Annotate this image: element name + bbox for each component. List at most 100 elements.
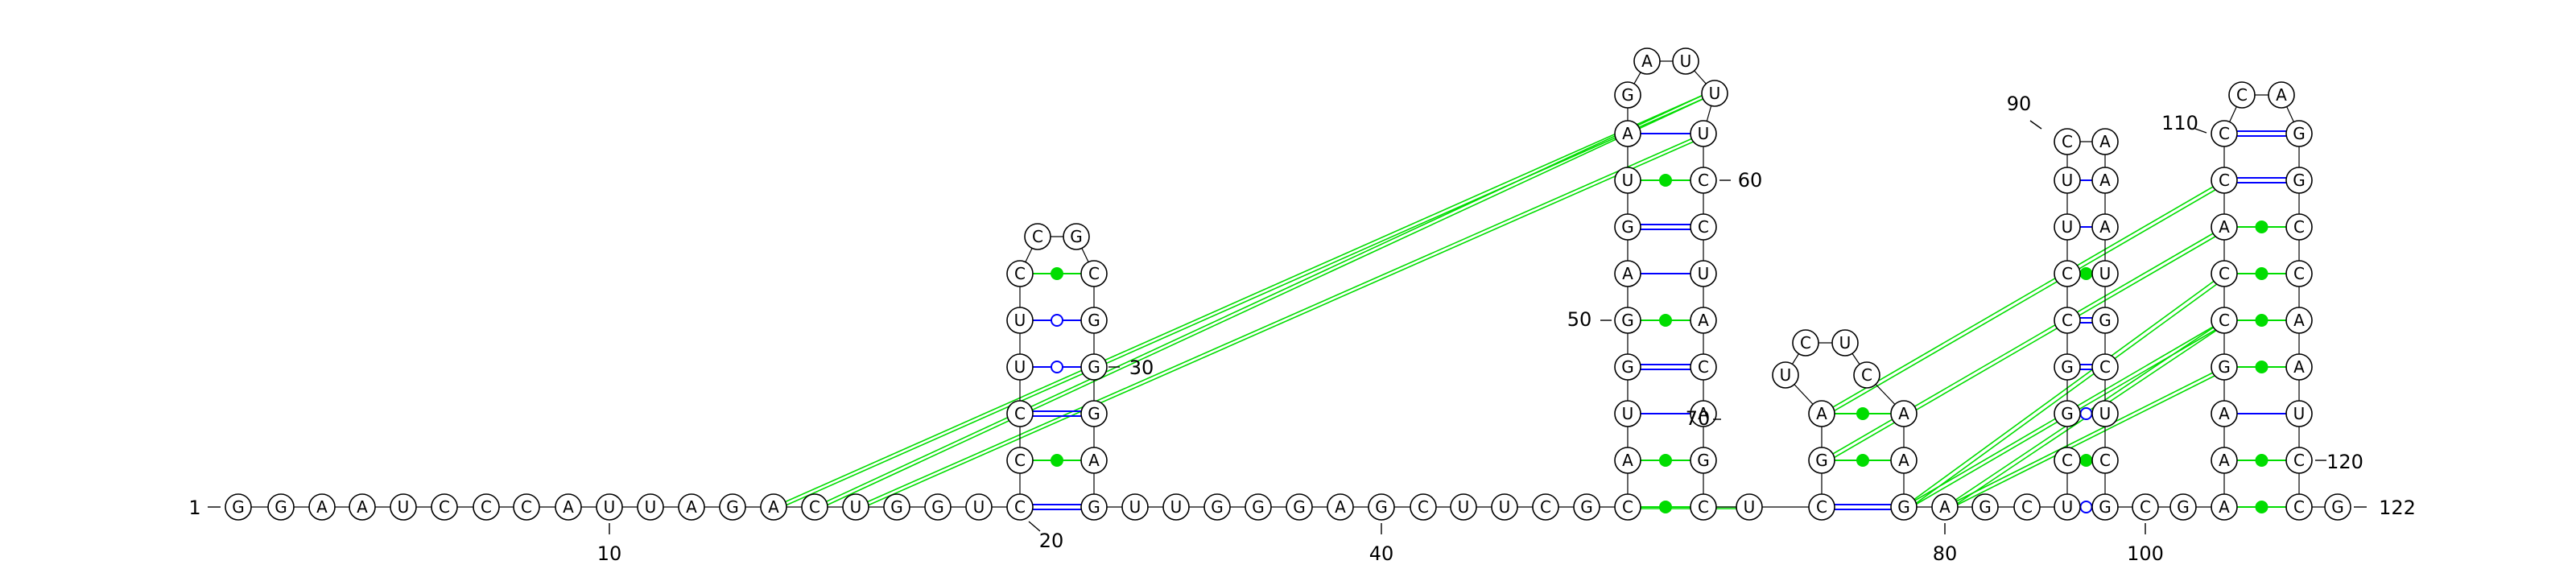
nucleotide-circle	[1614, 167, 1641, 194]
nucleotide-circle	[1327, 493, 1354, 521]
nucleotide: C	[2054, 307, 2081, 334]
nucleotide: C	[1006, 400, 1034, 427]
nucleotide: G	[924, 493, 952, 521]
nucleotide-circle	[1491, 493, 1518, 521]
nucleotide-letter: C	[1014, 264, 1026, 283]
nucleotide: U	[2091, 400, 2119, 427]
nucleotide: G	[2324, 493, 2351, 521]
nucleotide-circle	[2285, 447, 2313, 474]
nucleotide: C	[2013, 493, 2041, 521]
number-tick	[2029, 120, 2042, 130]
nucleotide-circle	[1080, 260, 1108, 287]
numbering-layer: 1 122 10 20 30 40 50 60 70 80 90 100 110 120	[188, 93, 2416, 565]
nucleotide-circle	[1690, 167, 1717, 194]
nucleotide-circle	[1890, 447, 1918, 474]
non-canonical-pair-marker	[2079, 454, 2093, 467]
nucleotide: A	[349, 493, 376, 521]
nucleotide-circle	[1006, 400, 1034, 427]
nucleotide: C	[2211, 120, 2238, 147]
nucleotide: A	[678, 493, 705, 521]
nucleotide: C	[2211, 260, 2238, 287]
nucleotide: C	[1792, 329, 1819, 357]
nucleotide-letter: A	[1335, 497, 1346, 517]
nucleotide: C	[1080, 260, 1108, 287]
nucleotide-circle	[1573, 493, 1600, 521]
nucleotide-letter: U	[1014, 357, 1026, 377]
nucleotide-letter: G	[1070, 227, 1083, 246]
nucleotide-circle	[1614, 400, 1641, 427]
nucleotide-circle	[719, 493, 746, 521]
nucleotide-circle	[1080, 353, 1108, 381]
nucleotide-circle	[883, 493, 910, 521]
nucleotide-letter: A	[1088, 451, 1100, 470]
nucleotide-circle	[2285, 307, 2313, 334]
nucleotide-letter: U	[2293, 404, 2306, 423]
nucleotide: G	[1614, 307, 1641, 334]
nucleotide-letter: C	[2236, 85, 2248, 105]
nucleotide-letter: C	[1032, 227, 1043, 246]
nucleotide-circle	[1701, 80, 1728, 107]
nucleotide-letter: C	[1088, 264, 1100, 283]
nucleotide-letter: C	[2021, 497, 2033, 517]
nucleotide-letter: U	[2099, 264, 2112, 283]
nucleotide-letter: U	[2062, 497, 2074, 517]
nucleotide-letter: A	[2099, 171, 2111, 190]
nucleotide-circle	[2054, 353, 2081, 381]
nucleotide: C	[1006, 260, 1034, 287]
nucleotide-circle	[2285, 353, 2313, 381]
tertiary-interaction-line	[1826, 228, 2230, 463]
nucleotide: C	[2054, 128, 2081, 155]
nucleotide: G	[1080, 493, 1108, 521]
nucleotide-circle	[2091, 213, 2119, 241]
nucleotide: C	[2091, 447, 2119, 474]
nucleotide: C	[1006, 447, 1034, 474]
nucleotide-circle	[473, 493, 500, 521]
nucleotide-letter: U	[1698, 264, 1710, 283]
nucleotide-circle	[1931, 493, 1959, 521]
nucleotide-circle	[1853, 361, 1880, 389]
nucleotide-letter: A	[1816, 404, 1827, 423]
position-number-label: 100	[2127, 542, 2164, 565]
nucleotide-circle	[2211, 120, 2238, 147]
nucleotide-letter: U	[645, 497, 657, 517]
nucleotide-circle	[2054, 400, 2081, 427]
non-canonical-pair-marker	[2255, 314, 2268, 327]
nucleotide: U	[1006, 353, 1034, 381]
non-canonical-pair-marker	[1659, 174, 1672, 187]
position-number-label: 30	[1129, 357, 1154, 379]
nucleotide: G	[1808, 447, 1835, 474]
nucleotide-letter: A	[357, 497, 368, 517]
nucleotide-letter: C	[2219, 124, 2230, 143]
nucleotide-circle	[1792, 329, 1819, 357]
nucleotide-circle	[1808, 447, 1835, 474]
tertiary-interaction-line	[1821, 226, 2225, 461]
nucleotide-circle	[1006, 307, 1034, 334]
nucleotide-letter: U	[1129, 497, 1141, 517]
nucleotide: U	[842, 493, 869, 521]
nucleotide-circle	[1245, 493, 1272, 521]
non-canonical-pair-marker	[1856, 407, 1869, 420]
nucleotide-circle	[308, 493, 336, 521]
nucleotide-circle	[1690, 400, 1717, 427]
nucleotide: A	[2211, 447, 2238, 474]
non-canonical-pair-marker	[1051, 454, 1063, 467]
nucleotide: A	[1931, 493, 1959, 521]
nucleotide-circle	[1614, 353, 1641, 381]
nucleotide-letter: U	[1622, 171, 1634, 190]
nucleotide-circle	[1808, 400, 1835, 427]
nucleotide-circle	[1614, 81, 1641, 109]
nucleotide: G	[2091, 493, 2119, 521]
nucleotide-circle	[678, 493, 705, 521]
position-number-label: 20	[1039, 530, 1064, 552]
nucleotide: A	[1890, 447, 1918, 474]
nucleotide-circle	[1080, 493, 1108, 521]
nucleotide-letter: G	[2061, 404, 2074, 423]
nucleotide-circle	[1633, 47, 1661, 75]
nucleotide-circle	[1672, 47, 1699, 75]
nucleotide: A	[2091, 213, 2119, 241]
nucleotide: G	[1080, 307, 1108, 334]
tertiary-interactions-layer	[773, 94, 2230, 509]
nucleotide: G	[2285, 167, 2313, 194]
nucleotide: C	[1690, 493, 1717, 521]
